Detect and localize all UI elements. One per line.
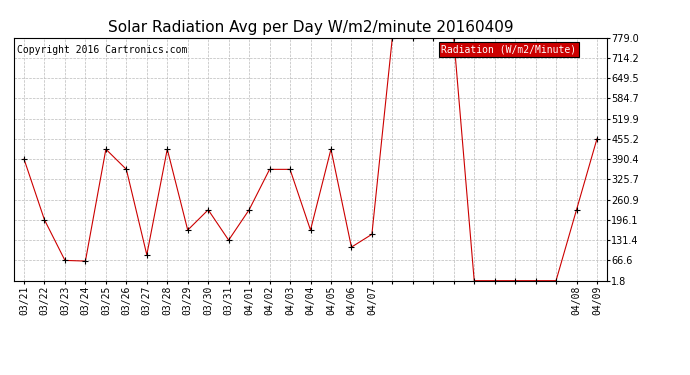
Text: Copyright 2016 Cartronics.com: Copyright 2016 Cartronics.com [17,45,187,55]
Title: Solar Radiation Avg per Day W/m2/minute 20160409: Solar Radiation Avg per Day W/m2/minute … [108,20,513,35]
Text: Radiation (W/m2/Minute): Radiation (W/m2/Minute) [441,45,576,55]
